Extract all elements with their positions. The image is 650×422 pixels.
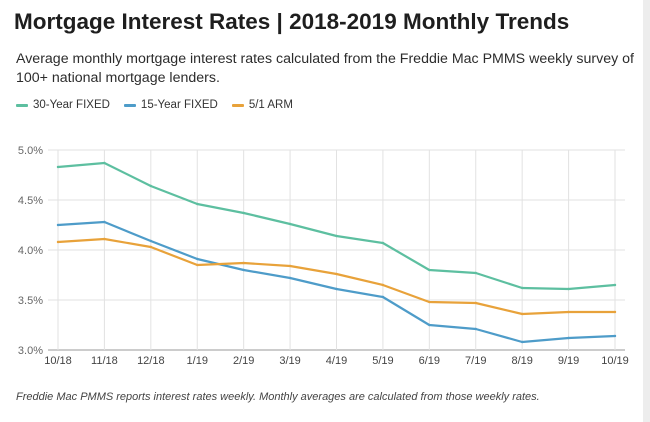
data-point [149,245,153,249]
legend-item-arm: 5/1 ARM [231,99,293,111]
data-point [288,222,292,226]
legend-item-15-year: 15-Year FIXED [123,99,218,111]
x-tick-label: 1/19 [187,355,208,367]
data-point [196,257,199,261]
y-tick-label: 5.0% [18,145,43,157]
x-tick-label: 4/19 [326,355,347,367]
line-chart: 5.0% 4.5% 4.0% 3.5% 3.0%10/18 11/18 12/18 1/19 2… [18,145,629,367]
x-tick-label: 7/19 [465,355,486,367]
x-tick-label: 8/19 [511,355,532,367]
data-point [520,286,524,290]
x-tick-label: 2/19 [233,355,254,367]
y-tick-label: 3.5% [18,295,43,307]
data-point [288,276,292,280]
x-tick-label: 12/18 [137,355,165,367]
legend-swatch-30-year [16,103,28,107]
data-point [288,264,292,268]
data-point [56,240,60,244]
data-point [613,310,617,314]
x-tick-label: 6/19 [419,355,440,367]
legend-item-30-year: 30-Year FIXED [16,99,110,111]
x-tick-label: 5/19 [372,355,393,367]
data-point [474,327,477,331]
legend-swatch-arm [231,103,244,107]
data-point [335,272,338,276]
data-point [474,301,477,305]
x-tick-label: 9/19 [558,355,579,367]
data-point [103,161,106,165]
legend: 30-Year FIXED 15-Year FIXED 5/1 ARM [16,99,293,111]
data-point [196,263,199,267]
data-point [428,300,431,304]
y-tick-label: 4.0% [18,245,43,257]
data-point [335,287,338,291]
data-point [56,223,60,227]
data-point [613,334,617,338]
data-point [613,283,617,287]
footnote: Freddie Mac PMMS reports interest rates … [16,391,540,403]
legend-label-arm: 5/1 ARM [248,99,293,111]
right-border [643,0,650,422]
data-point [149,239,153,243]
legend-label-30-year: 30-Year FIXED [33,99,110,111]
x-tick-label: 11/18 [91,355,118,367]
data-point [381,295,385,299]
data-point [149,184,153,188]
legend-label-15-year: 15-Year FIXED [140,99,218,111]
chart-subtitle: Average monthly mortgage interest rates … [16,51,634,86]
data-point [428,323,431,327]
data-point [103,237,106,241]
data-point [567,336,570,340]
x-tick-label: 3/19 [279,355,300,367]
y-tick-label: 3.0% [18,345,43,357]
legend-swatch-15-year [123,103,136,107]
data-point [242,211,245,215]
data-point [428,268,431,272]
data-point [242,268,245,272]
data-point [103,220,106,224]
data-point [520,312,524,316]
data-point [381,241,385,245]
x-tick-label: 10/19 [601,355,629,367]
data-point [567,287,570,291]
y-tick-label: 4.5% [18,195,43,207]
x-tick-label: 10/18 [44,355,72,367]
chart-title: Mortgage Interest Rates | 2018-2019 Mont… [14,9,570,34]
data-point [196,202,199,206]
data-point [381,283,385,287]
data-point [56,165,60,169]
data-point [567,310,570,314]
data-point [335,234,338,238]
data-point [242,261,245,265]
data-point [474,271,477,275]
data-point [520,340,524,344]
